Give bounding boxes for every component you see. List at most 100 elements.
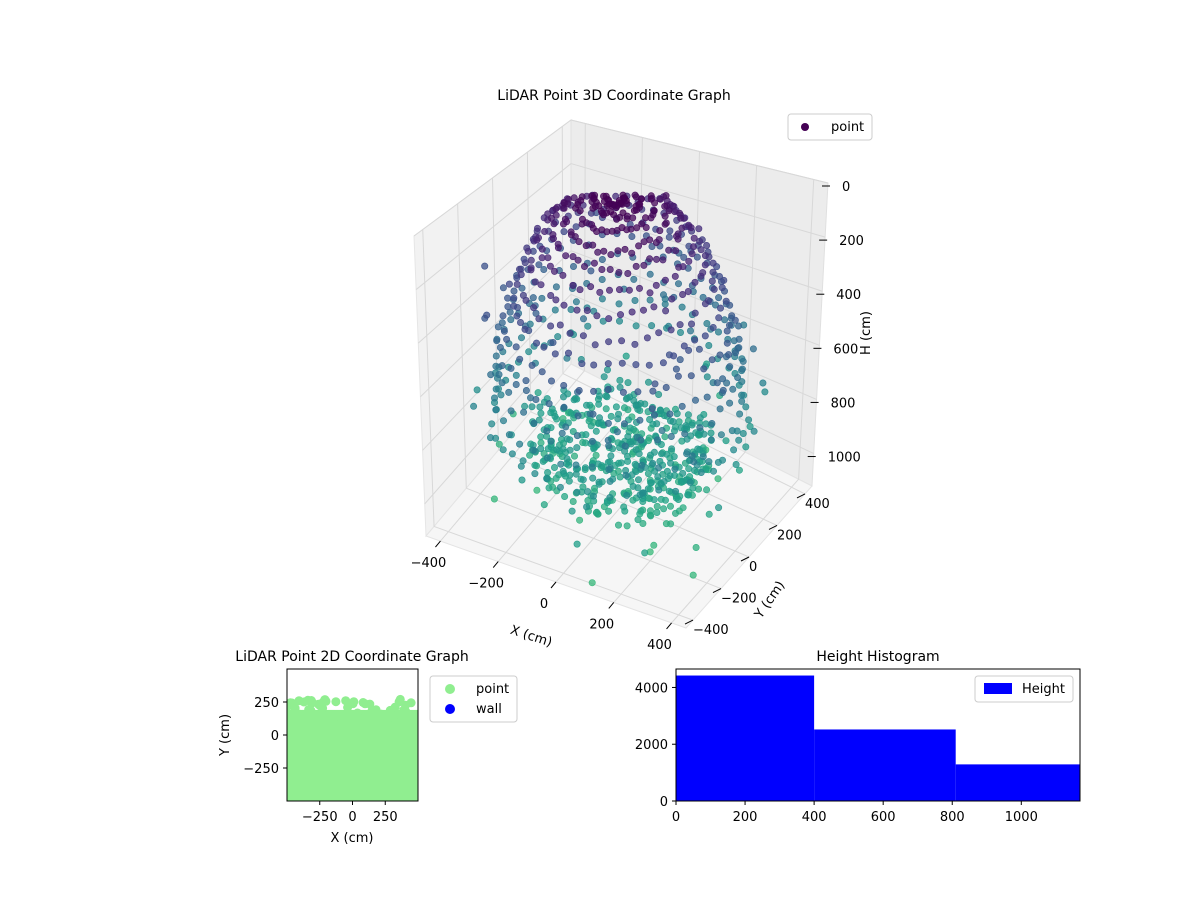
scatter-3d-point [723,339,731,347]
scatter-3d-point [553,446,561,454]
scatter-3d-point [590,387,598,395]
scatter-3d-point [572,298,580,306]
scatter-3d-point [720,276,728,284]
x-axis-label-2d: X (cm) [331,831,374,846]
scatter-3d-point [600,373,608,381]
scatter-3d-point [714,458,722,466]
scatter-3d-point [635,284,643,292]
scatter-3d-point [739,429,747,437]
scatter-3d-point [729,385,737,393]
scatter-3d-point [492,385,500,393]
scatter-3d-points [470,191,769,587]
scatter-2d-point [331,697,341,707]
scatter-3d-point [717,431,725,439]
scatter-3d-point [512,343,520,351]
scatter-3d-point [512,380,520,388]
scatter-3d-point [709,259,717,267]
scatter-3d-point [494,323,502,331]
scatter-3d-point [643,334,651,342]
legend-3d-frame [787,113,873,141]
scatter-3d-point [656,406,664,414]
scatter-3d-point [600,197,608,205]
grid-line-left-v [422,229,435,527]
scatter-3d-point [653,436,661,444]
scatter-3d-point [684,287,692,295]
scatter-2d-point [341,696,351,706]
scatter-3d-point [714,328,722,336]
scatter-2d-point [313,699,323,709]
scatter-3d-point [641,549,649,557]
scatter-3d-point [703,486,711,494]
scatter-3d-point [598,255,606,263]
scatter-3d-point [661,202,669,210]
scatter-3d-point [594,419,602,427]
scatter-3d-point [497,391,505,399]
scatter-3d-point [505,280,513,288]
scatter-3d-point [738,365,746,373]
x-tick-label-2d: −250 [302,810,338,825]
scatter-3d-point [624,433,632,441]
scatter-2d-point [303,695,313,705]
scatter-3d-point [513,280,521,288]
scatter-3d-point [473,386,481,394]
scatter-3d-point [551,350,559,358]
scatter-3d-point [644,378,652,386]
scatter-3d-point [671,272,679,280]
scatter-3d-point [532,309,540,317]
legend-2d-label-wall: wall [476,702,502,717]
scatter-3d-point [674,235,682,243]
scatter-3d-point [630,275,638,283]
scatter-3d-point [621,442,629,450]
scatter-3d-point [703,393,711,401]
scatter-3d-point [562,423,570,431]
scatter-3d-point [742,403,750,411]
scatter-3d-point [695,225,703,233]
scatter-3d-point [665,207,673,215]
scatter-3d-point [547,409,555,417]
scatter-3d-point [607,452,615,460]
scatter-3d-point [705,458,713,466]
scatter-3d-point [699,293,707,301]
x-tick-mark [492,561,499,568]
scatter-3d-point [640,238,648,246]
scatter-3d-point [554,244,562,252]
scatter-3d-point [540,343,548,351]
scatter-3d-point [499,417,507,425]
scatter-3d-point [615,300,623,308]
scatter-3d-point [538,294,546,302]
scatter-3d-point [559,393,567,401]
scatter-3d-point [661,220,669,228]
scatter-3d-point [561,492,569,500]
scatter-3d-point [588,579,596,587]
scatter-3d-point [492,406,500,414]
scatter-3d-point [652,239,660,247]
scatter-3d-point [513,312,521,320]
scatter-3d-point [622,352,630,360]
legend-2d-marker-point [445,684,455,694]
scatter-3d-point [505,431,513,439]
scatter-3d-point [559,271,567,279]
scatter-3d-point [558,429,566,437]
scatter-3d-point [605,286,613,294]
scatter-3d-point [507,407,515,415]
z-axis-label: H (cm) [859,311,874,355]
scatter-3d-point [661,433,669,441]
scatter-3d-point [566,446,574,454]
scatter-3d-point [666,410,674,418]
scatter-3d-point [570,396,578,404]
scatter-3d-point [636,416,644,424]
histogram-y-tick-label: 2000 [635,738,668,753]
histogram-x-tick-label: 1000 [1005,810,1038,825]
scatter-3d-point [707,429,715,437]
scatter-3d-point [603,366,611,374]
scatter-3d-point [674,495,682,503]
scatter-3d-point [662,520,670,528]
scatter-3d-point [499,312,507,320]
scatter-3d-point [708,356,716,364]
scatter-3d-point [736,410,744,418]
scatter-3d-point [614,247,622,255]
scatter-3d-point [734,373,742,381]
scatter-3d-point [618,337,626,345]
scatter-3d-point [690,234,698,242]
scatter-3d-point [629,482,637,490]
